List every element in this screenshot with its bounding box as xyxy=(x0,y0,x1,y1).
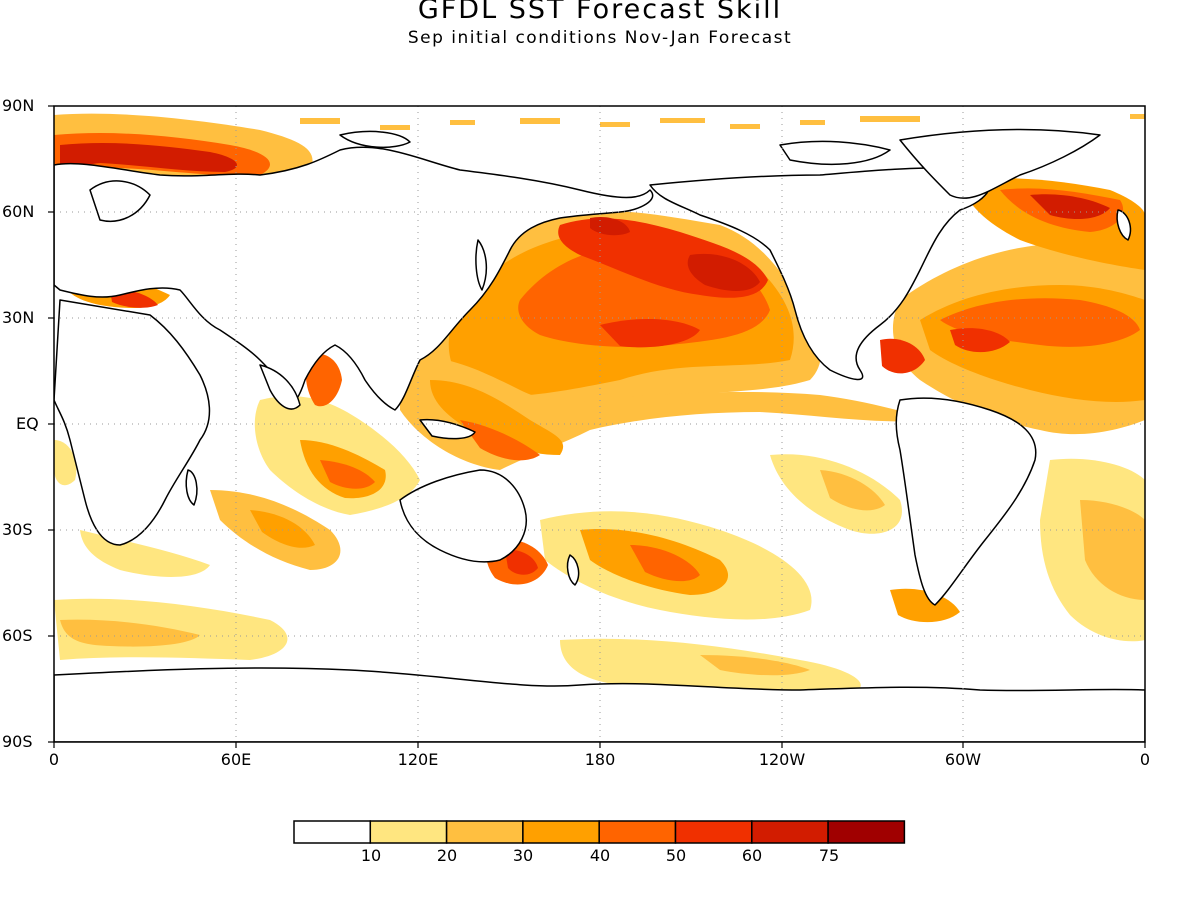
y-tick-label: 60S xyxy=(2,626,33,645)
x-tick-label: 120W xyxy=(758,750,806,769)
legend-swatch xyxy=(445,820,524,844)
arctic-noise xyxy=(300,114,1145,130)
north-pacific-skill xyxy=(420,210,821,430)
y-tick-label: 30N xyxy=(2,308,35,327)
legend-tick-label: 50 xyxy=(665,846,687,865)
japan-land xyxy=(475,239,488,291)
legend-swatch xyxy=(827,820,906,844)
legend-tick-label: 30 xyxy=(512,846,534,865)
north-america-land xyxy=(649,167,992,381)
legend-tick-label: 10 xyxy=(360,846,382,865)
legend-swatch xyxy=(674,820,753,844)
legend-tick-label: 75 xyxy=(818,846,840,865)
y-tick-label: 90N xyxy=(2,96,35,115)
indonesia-land xyxy=(419,418,476,440)
legend-swatch xyxy=(522,820,600,844)
eurasia-land xyxy=(54,146,654,411)
legend-tick-label: 40 xyxy=(589,846,611,865)
legend-swatch xyxy=(751,820,829,844)
north-atlantic-skill xyxy=(880,178,1145,435)
legend-tick-label: 20 xyxy=(436,846,458,865)
map-subtitle: Sep initial conditions Nov-Jan Forecast xyxy=(407,28,793,48)
south-atlantic-skill xyxy=(1040,458,1145,642)
x-tick-label: 0 xyxy=(48,750,60,769)
south-america-land xyxy=(895,397,1037,606)
legend-tick-label: 60 xyxy=(741,846,763,865)
southern-ocean-skill xyxy=(54,440,288,660)
x-tick-label: 180 xyxy=(584,750,616,769)
tick-marks xyxy=(48,105,1146,748)
x-tick-label: 0 xyxy=(1139,750,1151,769)
legend-swatch xyxy=(293,820,372,844)
arctic-islands-land xyxy=(339,130,411,149)
madagascar-land xyxy=(185,469,198,506)
greenland-land xyxy=(899,128,1101,199)
africa-land xyxy=(54,299,211,546)
x-tick-label: 60W xyxy=(944,750,982,769)
x-tick-label: 60E xyxy=(220,750,252,769)
canadian-archipelago-land xyxy=(779,140,891,166)
australia-land xyxy=(399,469,527,563)
y-tick-label: 60N xyxy=(2,202,35,221)
gridlines xyxy=(54,106,1145,742)
y-tick-label: 90S xyxy=(2,732,33,751)
continents xyxy=(54,128,1145,742)
indian-ocean-skill xyxy=(210,353,420,570)
india-land xyxy=(259,364,301,410)
antarctica-land xyxy=(54,667,1145,742)
west-pacific-skill xyxy=(400,357,930,470)
arctic-skill xyxy=(54,113,313,260)
map-title: GFDL SST Forecast Skill xyxy=(417,0,783,25)
skill-field xyxy=(54,113,1145,742)
legend-swatch xyxy=(369,820,448,844)
y-tick-label: EQ xyxy=(16,414,39,433)
scandinavia-land xyxy=(89,180,151,222)
new-zealand-land xyxy=(566,554,580,586)
uk-land xyxy=(1116,209,1132,241)
legend-swatch xyxy=(598,820,677,844)
south-pacific-skill xyxy=(486,454,960,695)
y-tick-label: 30S xyxy=(2,520,33,539)
x-tick-label: 120E xyxy=(397,750,439,769)
